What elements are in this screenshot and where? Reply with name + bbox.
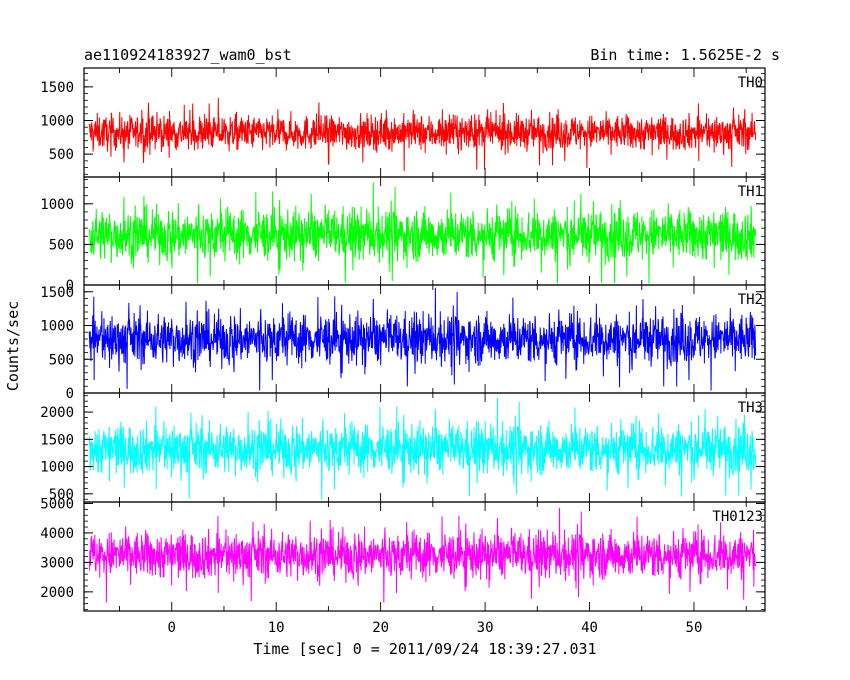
x-tick-label: 50 [686, 620, 703, 636]
series-th0-line [88, 97, 757, 172]
series-th2-line [88, 287, 757, 391]
panel-th3: 500 1000 1500 2000 TH3 [40, 392, 766, 503]
x-tick-label: 40 [581, 620, 598, 636]
y-tick-label: 1500 [40, 285, 74, 301]
y-tick-label: 500 [49, 147, 74, 163]
panel-name-label: TH1 [738, 184, 763, 200]
x-tick-label: 0 [168, 620, 176, 636]
panels-group: 500 1000 1500 TH0 0 500 1000 TH1 0 500 1000 1500 TH2… [40, 67, 766, 612]
chart-title: ae110924183927_wam0_bst [84, 46, 292, 64]
y-tick-label: 4000 [40, 526, 74, 542]
x-tick-label: 10 [268, 620, 285, 636]
x-axis-label: Time [sec] 0 = 2011/09/24 18:39:27.031 [253, 640, 596, 658]
x-tick-label: 20 [372, 620, 389, 636]
y-tick-label: 1000 [40, 197, 74, 213]
y-tick-label: 1000 [40, 460, 74, 476]
panel-th1: 0 500 1000 TH1 [40, 176, 766, 294]
panel-name-label: TH3 [738, 400, 763, 416]
panel-th0: 500 1000 1500 TH0 [40, 67, 766, 178]
y-tick-label: 500 [49, 352, 74, 368]
panel-name-label: TH0 [738, 75, 763, 91]
panel-th0123: 2000 3000 4000 5000 TH0123 [40, 496, 766, 612]
y-tick-label: 1500 [40, 432, 74, 448]
panel-name-label: TH2 [738, 292, 763, 308]
series-th3-line [88, 397, 757, 500]
panel-th2: 0 500 1000 1500 TH2 [40, 284, 766, 402]
y-tick-label: 0 [66, 386, 74, 402]
y-tick-label: 1500 [40, 80, 74, 96]
y-tick-label: 3000 [40, 555, 74, 571]
y-tick-label: 5000 [40, 496, 74, 512]
y-axis-label: Counts/sec [4, 301, 22, 391]
y-tick-label: 500 [49, 237, 74, 253]
y-tick-label: 2000 [40, 405, 74, 421]
x-axis: 0 10 20 30 40 50 [168, 620, 703, 636]
y-tick-label: 2000 [40, 585, 74, 601]
y-tick-label: 1000 [40, 319, 74, 335]
y-tick-label: 1000 [40, 113, 74, 129]
y-tick-label: 0 [66, 278, 74, 294]
panel-name-label: TH0123 [712, 509, 763, 525]
x-tick-label: 30 [477, 620, 494, 636]
series-th1-line [89, 182, 757, 284]
series-th0123-line [88, 507, 757, 603]
bin-time-label: Bin time: 1.5625E-2 s [590, 46, 780, 64]
y-tick-label: 500 [49, 487, 74, 503]
